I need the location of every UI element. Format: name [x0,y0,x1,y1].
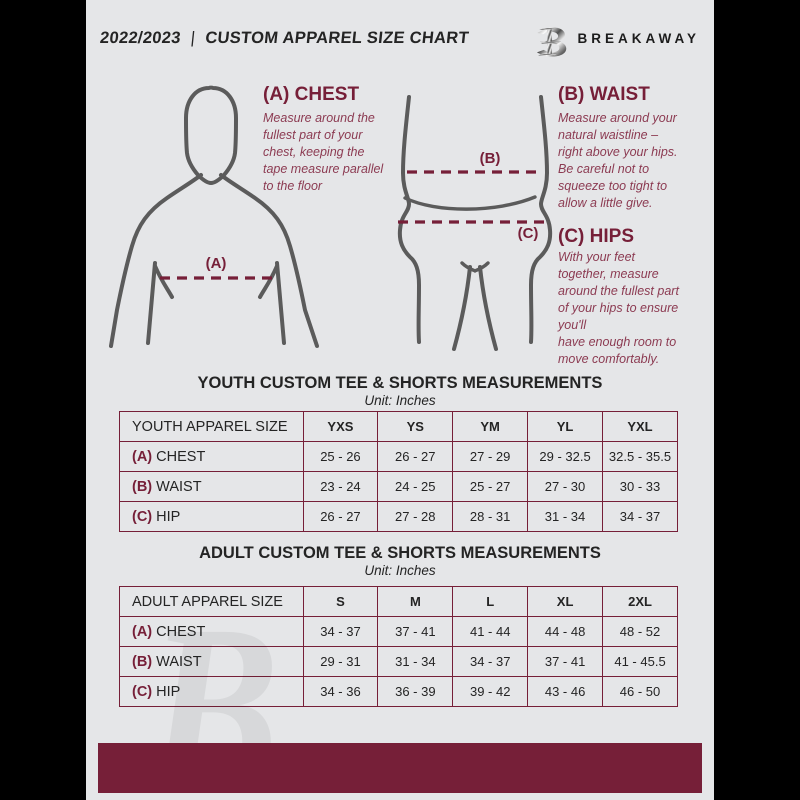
svg-text:(A): (A) [206,255,227,272]
svg-text:(B): (B) [480,150,501,167]
svg-text:(C): (C) [518,225,539,242]
